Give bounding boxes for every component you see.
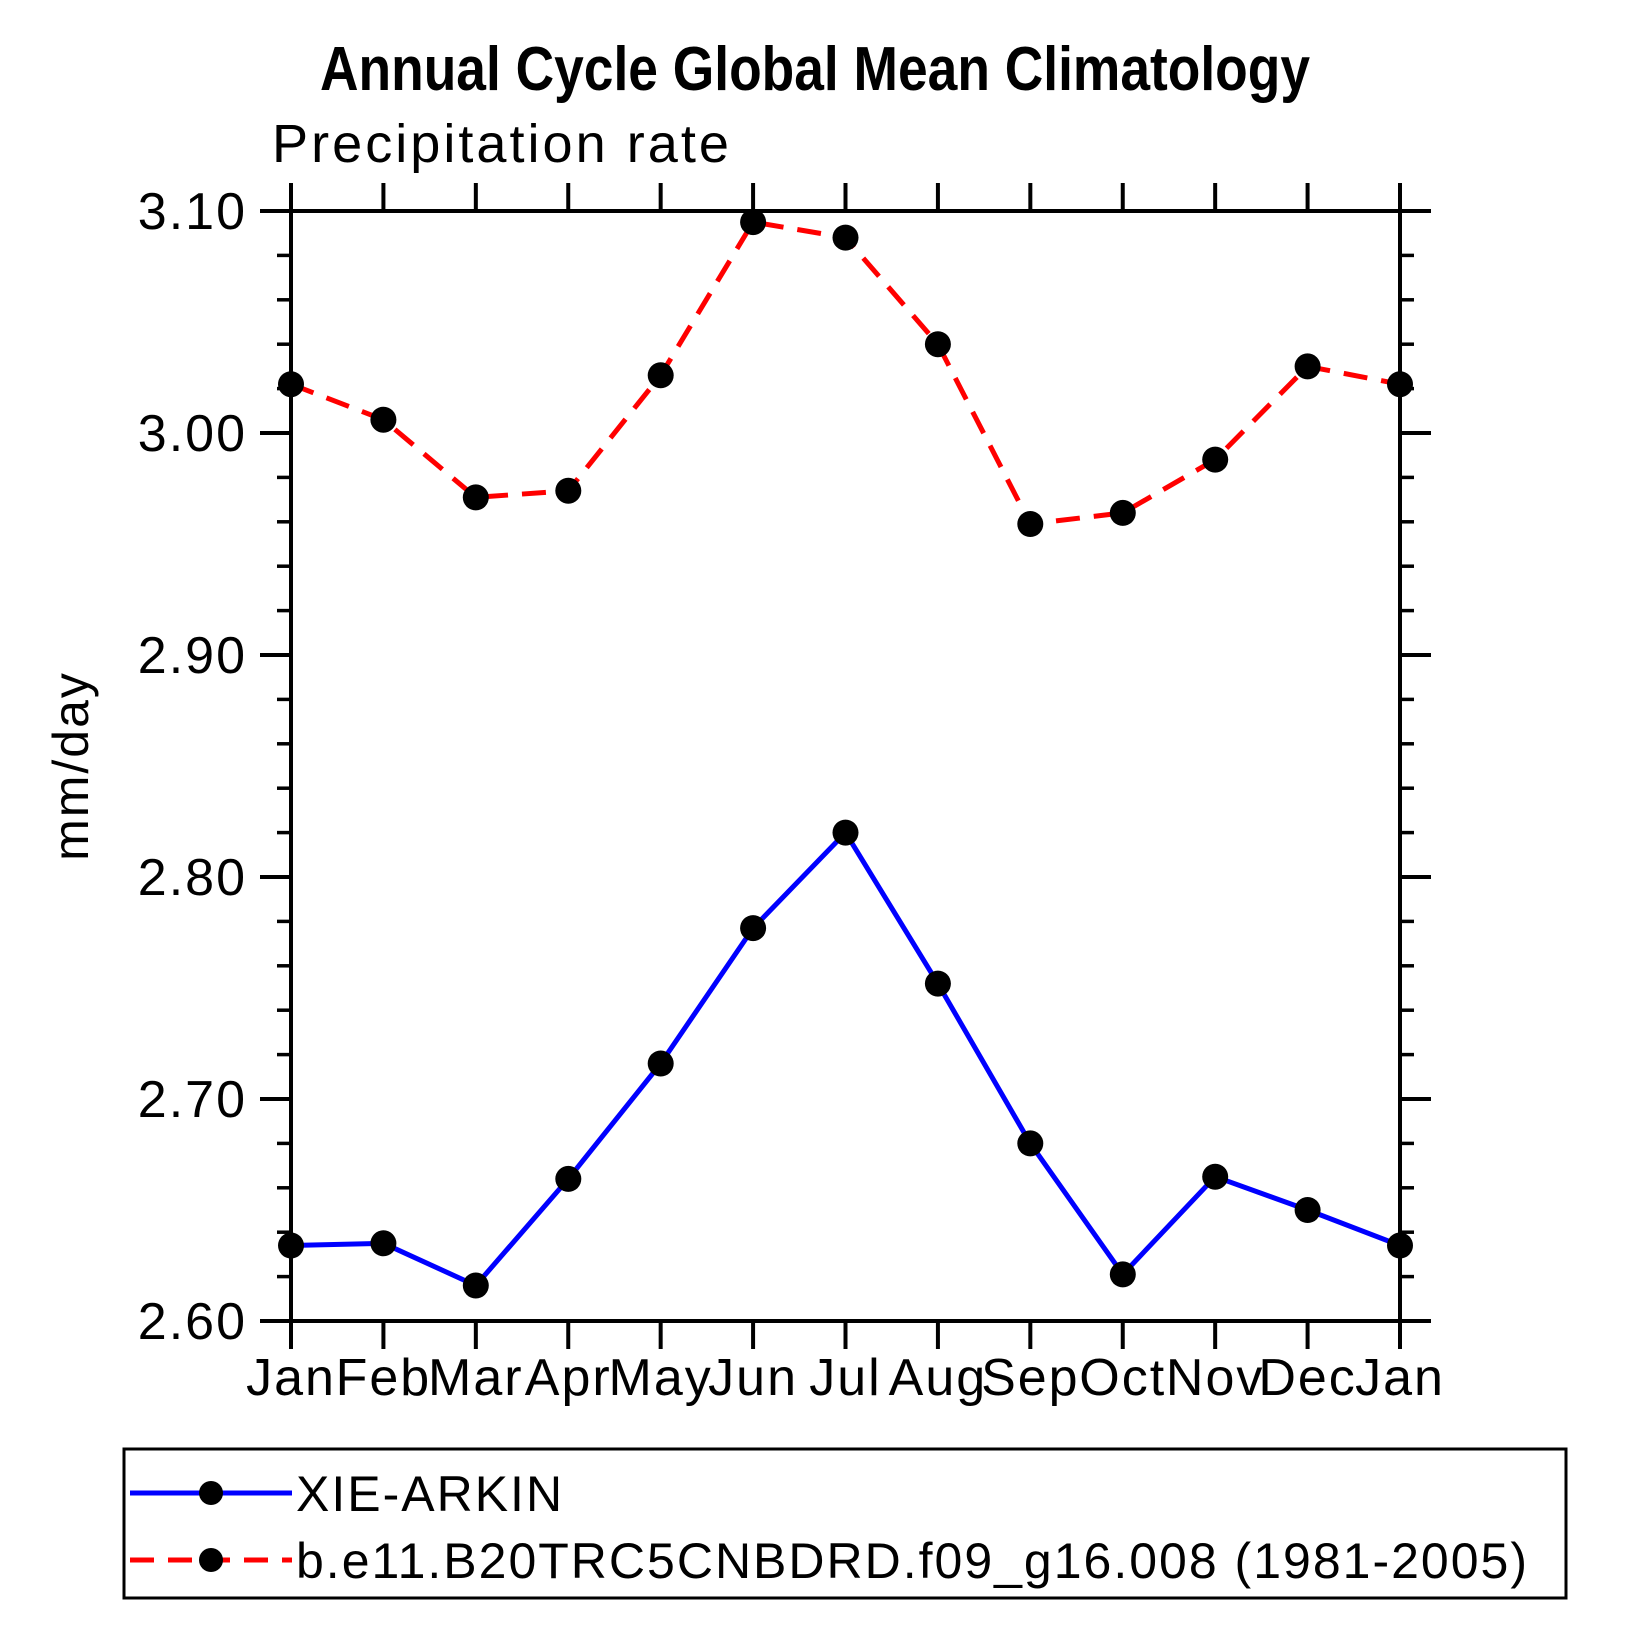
series-0-data-point — [555, 1165, 582, 1192]
series-1-data-point — [555, 477, 582, 504]
y-tick-label: 2.70 — [138, 1071, 247, 1129]
x-tick-label: Jul — [809, 1349, 881, 1407]
chart-title: Annual Cycle Global Mean Climatology — [320, 35, 1310, 104]
plot-frame — [289, 209, 1402, 1323]
series-1-data-point — [1017, 511, 1044, 537]
legend-item-model: b.e11.B20TRC5CNBDRD.f09_g16.008 (1981-20… — [130, 1533, 1529, 1589]
series-1-data-point — [832, 224, 859, 251]
x-tick-label: Nov — [1166, 1349, 1264, 1407]
series-0-data-point — [832, 819, 859, 846]
series-line-1 — [290, 219, 1401, 527]
series-0-data-point — [647, 1050, 674, 1077]
series-0-data-point — [278, 1232, 304, 1259]
y-axis-label: mm/day — [43, 671, 99, 861]
series-0-data-point — [1294, 1197, 1321, 1223]
y-tick-label: 2.80 — [138, 849, 247, 907]
series-0-data-point — [370, 1230, 397, 1257]
series-0-data-point — [740, 915, 767, 942]
y-tick-label: 3.00 — [138, 405, 247, 463]
series-0-data-point — [1387, 1232, 1413, 1259]
x-tick-label: Jun — [708, 1349, 798, 1407]
x-tick-label: Oct — [1079, 1349, 1166, 1407]
series-0-data-point — [462, 1272, 489, 1299]
series-1-data-point — [1294, 353, 1321, 380]
series-1-data-point — [1109, 499, 1136, 526]
series-0-data-point — [1109, 1261, 1136, 1288]
x-tick-label: Mar — [428, 1349, 524, 1407]
series-1-data-point — [647, 362, 674, 389]
series-1-data-point — [370, 406, 397, 433]
legend-label-obs: XIE-ARKIN — [296, 1466, 564, 1522]
series-1-data-point — [462, 484, 489, 511]
x-tick-label: Feb — [336, 1349, 432, 1407]
series-0-data-point — [924, 970, 951, 997]
y-tick-label: 2.60 — [138, 1293, 247, 1351]
series-0-data-point — [1202, 1163, 1229, 1190]
series-line-0 — [290, 830, 1401, 1288]
legend-item-obs: XIE-ARKIN — [130, 1466, 564, 1522]
series-0-data-point — [1017, 1130, 1044, 1157]
y-tick-label: 2.90 — [138, 627, 247, 685]
series-1-data-point — [740, 209, 767, 236]
x-tick-label: Dec — [1258, 1349, 1356, 1407]
x-tick-label: Apr — [525, 1349, 612, 1407]
series-1-data-point — [924, 331, 951, 358]
legend-marker-obs — [199, 1481, 223, 1505]
x-tick-label: Aug — [889, 1349, 988, 1407]
x-tick-label: Jan — [1355, 1349, 1445, 1407]
legend-box — [122, 1447, 1568, 1600]
x-tick-label: Jan — [246, 1349, 336, 1407]
series-1-data-point — [278, 371, 304, 398]
series-1-data-point — [1202, 446, 1229, 473]
legend: XIE-ARKIN b.e11.B20TRC5CNBDRD.f09_g16.00… — [122, 1447, 1568, 1600]
series-1-data-point — [1387, 371, 1413, 398]
y-tick-label: 3.10 — [138, 183, 247, 241]
x-tick-label: May — [609, 1349, 713, 1407]
x-tick-label: Sep — [981, 1349, 1080, 1407]
legend-label-model: b.e11.B20TRC5CNBDRD.f09_g16.008 (1981-20… — [296, 1533, 1529, 1589]
chart-subtitle: Precipitation rate — [272, 114, 732, 174]
legend-marker-model — [199, 1548, 223, 1572]
